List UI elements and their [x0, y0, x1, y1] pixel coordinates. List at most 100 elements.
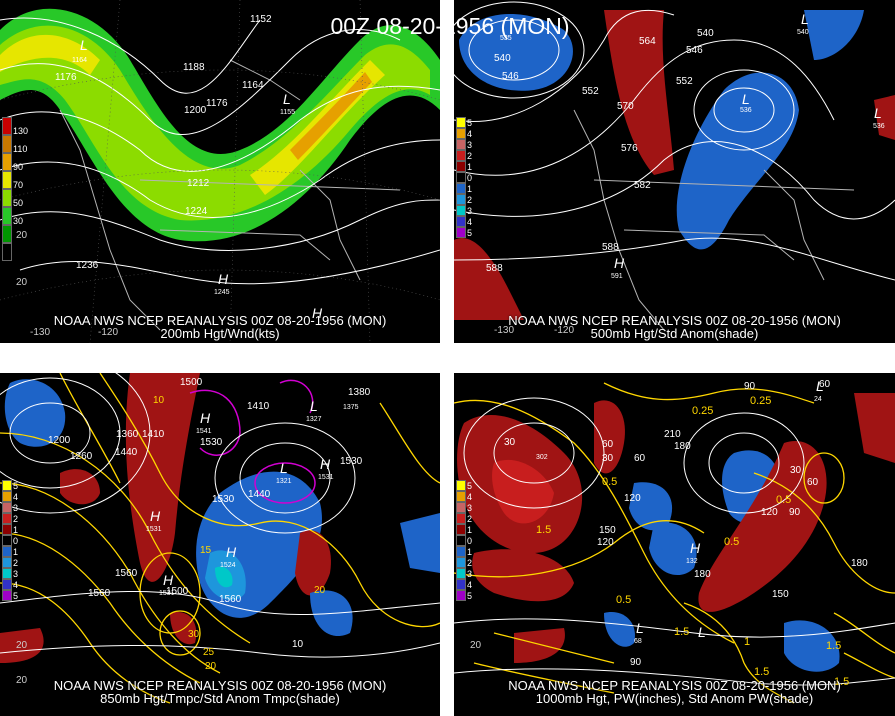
- pw-label: 1.5: [834, 676, 849, 688]
- center-value: 591: [611, 273, 623, 280]
- lat-lon-grid: [0, 0, 440, 343]
- panel-500mb-height-anomaly: 564 546 540 540 546 552 570 552 576 582 …: [454, 0, 895, 343]
- colorbar: [456, 480, 466, 601]
- colorbar-swatch: [456, 150, 466, 161]
- pw-label: 1.5: [826, 640, 841, 652]
- anomaly-shade: [604, 612, 635, 647]
- colorbar-label: 5: [13, 481, 19, 491]
- contour-label: 1224: [185, 206, 208, 217]
- pressure-centers: L 24 302 H 132 L 68 L: [536, 378, 824, 645]
- center-letter: H: [226, 544, 237, 560]
- panel-200mb-height-wind: 1152 1176 1188 1164 1176 1200 1212 1224 …: [0, 0, 440, 343]
- anomaly-shade: [804, 10, 864, 60]
- colorbar-label: 3: [467, 206, 473, 216]
- lon-label: -130: [494, 325, 514, 336]
- map-500mb: 564 546 540 540 546 552 570 552 576 582 …: [454, 1, 895, 336]
- colorbar-swatch: [456, 568, 466, 579]
- contour-label: 1560: [88, 588, 111, 599]
- contour-label: 150: [599, 525, 616, 536]
- center-letter: L: [816, 378, 824, 394]
- pw-label: 0.5: [724, 536, 739, 548]
- height-contours: [454, 397, 895, 686]
- pw-label: 0.5: [776, 494, 791, 506]
- temperature-label: 15: [200, 545, 212, 556]
- colorbar-swatch: [2, 579, 12, 590]
- colorbar-label: 3: [467, 140, 473, 150]
- caption-line2: 850mb Hgt/Tmpc/Std Anom Tmpc(shade): [100, 691, 340, 706]
- colorbar-label: 50: [13, 198, 24, 208]
- center-letter: H: [200, 410, 211, 426]
- center-letter: L: [283, 91, 291, 107]
- caption-line2: 200mb Hgt/Wnd(kts): [160, 326, 280, 341]
- temperature-labels: 10 15 20 25 30 20: [153, 395, 326, 672]
- colorbar-label: 5: [467, 481, 473, 491]
- map-850mb: 1500 1410 1380 1200 1260 1360 1410 1440 …: [0, 373, 440, 704]
- anomaly-shade: [0, 628, 44, 663]
- center-letter: H: [614, 255, 625, 271]
- contour-label: 30: [790, 465, 802, 476]
- lon-label: -120: [98, 327, 118, 338]
- colorbar-label: 1: [13, 547, 19, 557]
- contour-label: 180: [674, 441, 691, 452]
- contour-label: 1530: [212, 494, 235, 505]
- colorbar-swatch: [456, 546, 466, 557]
- contour-label: 564: [639, 36, 656, 47]
- center-letter: H: [690, 540, 701, 556]
- temperature-label: 30: [188, 629, 200, 640]
- colorbar-swatch: [456, 183, 466, 194]
- contour-label: 1440: [115, 447, 138, 458]
- colorbar-swatch: [2, 171, 12, 189]
- colorbar-label: 0: [467, 173, 473, 183]
- pw-label: 0.25: [692, 405, 713, 417]
- contour-label: 30: [504, 437, 516, 448]
- colorbar-label: 2: [13, 514, 19, 524]
- contour-label: 588: [602, 242, 619, 253]
- colorbar-swatch: [2, 557, 12, 568]
- center-letter: L: [742, 91, 750, 107]
- contour-label: 576: [621, 143, 638, 154]
- contour-label: 180: [851, 558, 868, 569]
- caption-line1: NOAA NWS NCEP REANALYSIS 00Z 08-20-1956 …: [508, 313, 841, 328]
- colorbar-label: 4: [467, 492, 473, 502]
- contour-label: 1560: [219, 594, 242, 605]
- colorbar: [2, 480, 12, 601]
- contour-label: 1176: [55, 72, 77, 83]
- temperature-zero-contour: [189, 379, 316, 504]
- center-value: 1375: [343, 404, 359, 411]
- contour-label: 120: [761, 507, 778, 518]
- colorbar-swatch: [2, 546, 12, 557]
- pressure-centers: 535 L 536 L 540 L 536 H 591: [500, 11, 885, 280]
- contour-labels: 1152 1176 1188 1164 1176 1200 1212 1224 …: [55, 14, 272, 271]
- contour-label: 60: [634, 453, 646, 464]
- caption-line1: NOAA NWS NCEP REANALYSIS 00Z 08-20-1956 …: [53, 678, 387, 693]
- contour-label: 1530: [340, 456, 363, 467]
- map-200mb: 1152 1176 1188 1164 1176 1200 1212 1224 …: [0, 0, 440, 343]
- colorbar-label: 4: [13, 580, 19, 590]
- center-value: 1164: [72, 57, 87, 64]
- colorbar-swatch: [456, 216, 466, 227]
- colorbar-swatch: [456, 172, 466, 183]
- center-value: 1155: [280, 109, 295, 116]
- colorbar-label: 2: [467, 514, 473, 524]
- contour-label: 150: [772, 589, 789, 600]
- colorbar-swatch: [456, 491, 466, 502]
- contour-label: 1500: [166, 586, 189, 597]
- panel-1000mb-height-pw: 90 60 30 60 30 60 210 180 120 150 120 30…: [454, 373, 895, 716]
- colorbar-label: 110: [13, 144, 28, 154]
- contour-label: 60: [602, 439, 614, 450]
- colorbar-swatch: [2, 480, 12, 491]
- center-value: 1327: [306, 416, 322, 423]
- colorbar-swatch: [2, 535, 12, 546]
- colorbar-label: 1: [467, 547, 473, 557]
- colorbar-label: 2: [13, 558, 19, 568]
- colorbar-swatch: [2, 590, 12, 601]
- anomaly-shade: [604, 10, 674, 175]
- colorbar-swatch: [456, 139, 466, 150]
- height-contours: [0, 373, 440, 658]
- map-title: 00Z 08-20-1956 (MON): [330, 13, 570, 39]
- colorbar-label: 4: [467, 580, 473, 590]
- colorbar-label: 130: [13, 126, 29, 136]
- center-letter: L: [280, 460, 288, 476]
- pw-labels: 0.25 0.25 1.5 0.5 0.5 0.5 1.5 0.5 1.5 1.…: [536, 395, 849, 688]
- contour-label: 552: [676, 76, 693, 87]
